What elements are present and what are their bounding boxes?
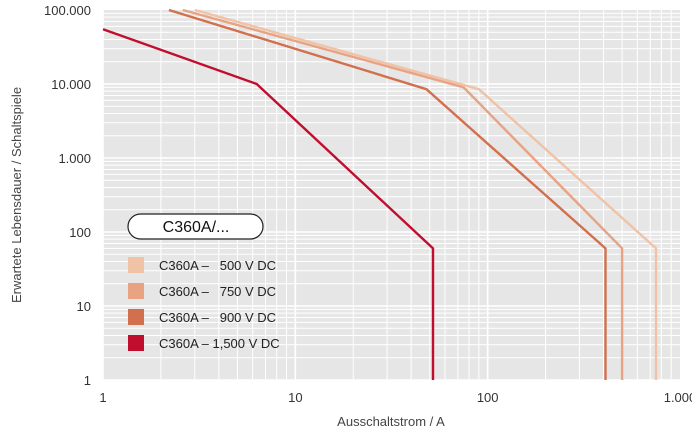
series-line-1 — [194, 8, 658, 380]
x-axis-label: Ausschaltstrom / A — [337, 414, 445, 429]
legend-swatch — [128, 309, 144, 325]
x-tick-label: 100 — [477, 390, 499, 405]
series-line-3 — [168, 8, 607, 380]
series-line-2 — [182, 8, 624, 380]
x-tick-label: 10 — [288, 390, 302, 405]
legend-label: C360A – 900 V DC — [159, 310, 276, 325]
legend-badge — [127, 213, 264, 240]
legend-swatch — [128, 257, 144, 273]
x-tick-label: 1.000 — [664, 390, 692, 405]
legend-swatch — [128, 335, 144, 351]
legend: C360A/... C360A – 500 V DC C360A – 750 V … — [127, 213, 280, 351]
legend-label: C360A – 500 V DC — [159, 258, 276, 273]
x-tick-label: 1 — [99, 390, 106, 405]
plot-background — [103, 10, 680, 380]
x-tick-labels: 1 10 100 1.000 — [99, 390, 692, 405]
y-tick-labels: 1 10 100 1.000 10.000 100.000 — [44, 3, 91, 388]
y-tick-label: 1 — [84, 373, 91, 388]
legend-label: C360A – 1,500 V DC — [159, 336, 280, 351]
y-tick-label: 100.000 — [44, 3, 91, 18]
y-tick-label: 1.000 — [58, 151, 91, 166]
y-tick-label: 10 — [77, 299, 91, 314]
legend-label: C360A – 750 V DC — [159, 284, 276, 299]
y-axis-label: Erwartete Lebensdauer / Schaltspiele — [9, 87, 24, 303]
series-lines — [102, 8, 658, 380]
series-line-4 — [102, 28, 435, 380]
y-tick-label: 100 — [69, 225, 91, 240]
grid — [102, 10, 680, 381]
y-tick-label: 10.000 — [51, 77, 91, 92]
legend-swatch — [128, 283, 144, 299]
legend-items: C360A – 500 V DC C360A – 750 V DC C360A – … — [128, 257, 280, 351]
legend-badge-label: C360A/... — [163, 219, 230, 236]
